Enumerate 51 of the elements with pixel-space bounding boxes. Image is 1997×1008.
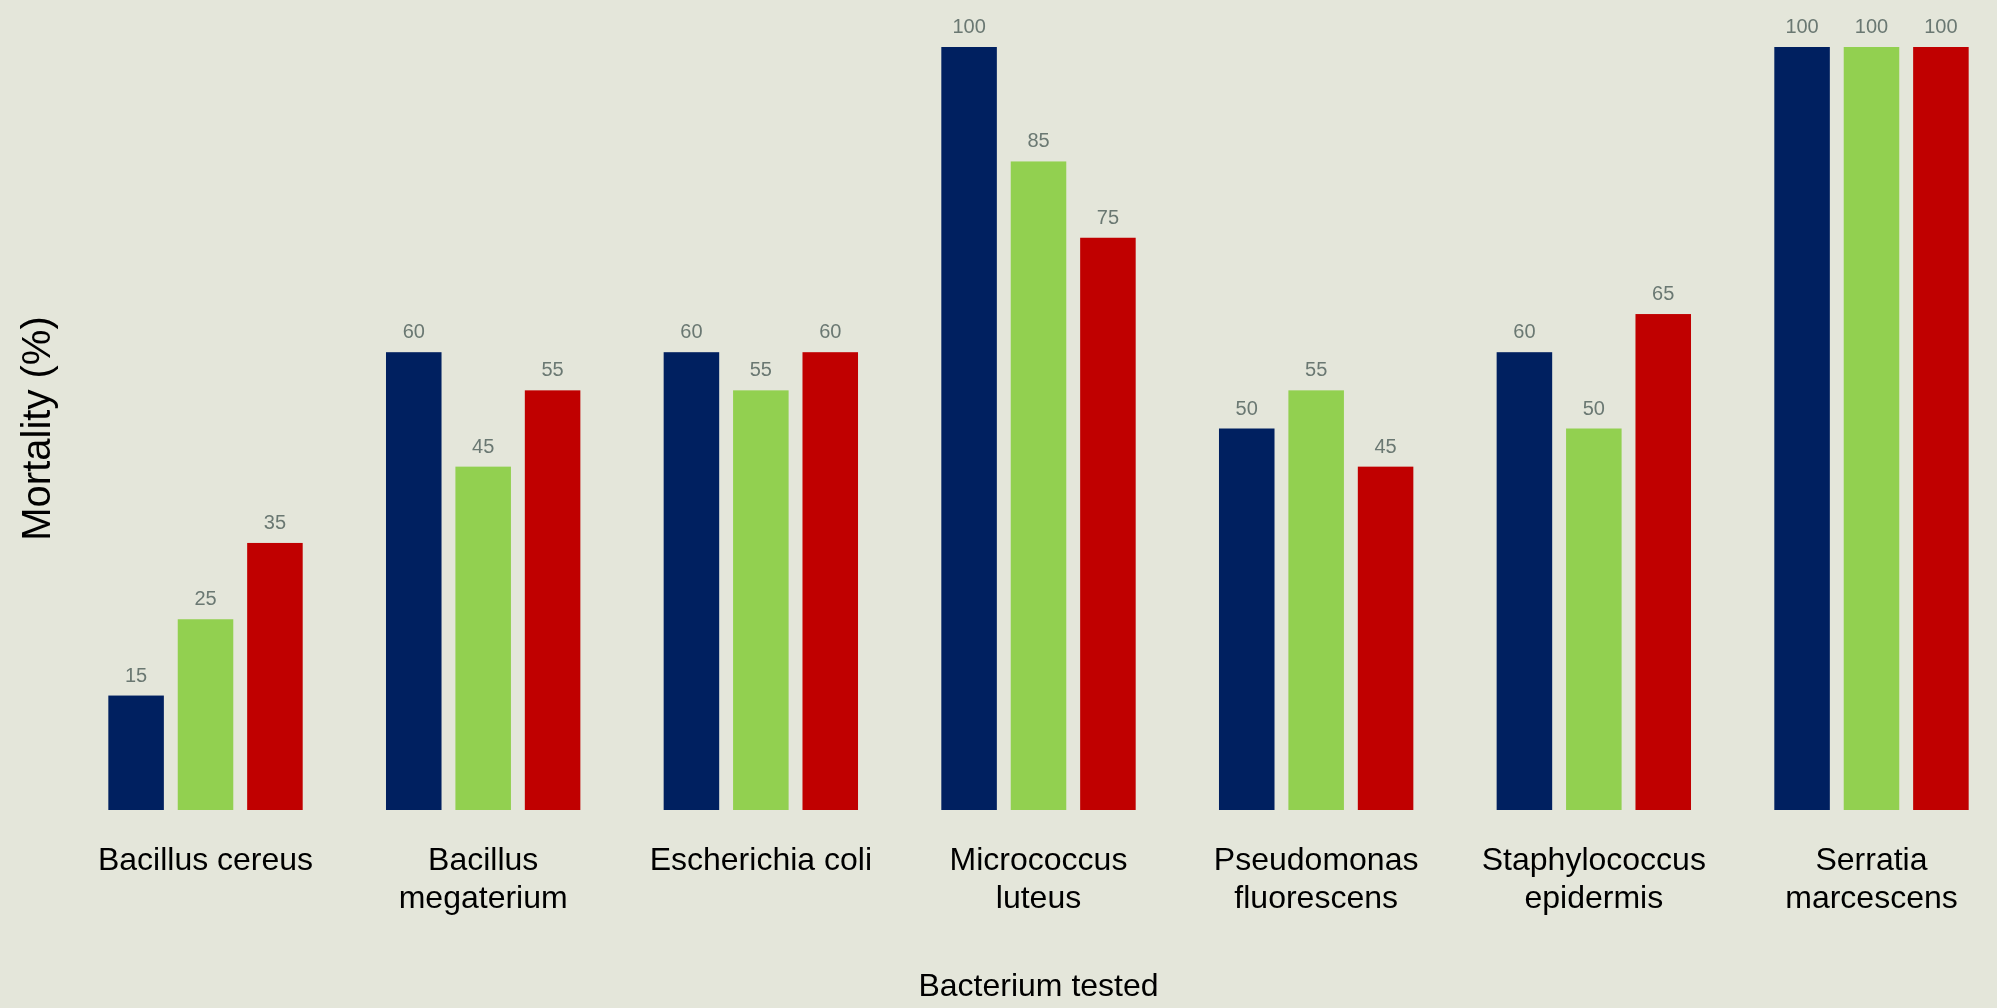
bar xyxy=(1843,47,1900,810)
data-label: 45 xyxy=(1374,434,1397,457)
bar xyxy=(247,542,303,810)
data-label: 50 xyxy=(1582,396,1605,419)
data-label: 45 xyxy=(472,434,495,457)
bar xyxy=(524,390,581,810)
bar xyxy=(1218,428,1275,810)
bar xyxy=(1010,161,1067,810)
data-label: 50 xyxy=(1235,396,1258,419)
bar xyxy=(177,619,234,810)
bar xyxy=(1288,390,1344,810)
data-label: 60 xyxy=(402,320,425,343)
data-label: 60 xyxy=(680,320,703,343)
x-tick-label: Micrococcus luteus xyxy=(949,841,1128,916)
x-tick-label: Bacillus cereus xyxy=(97,841,314,877)
bar xyxy=(733,390,789,810)
data-label: 35 xyxy=(263,510,287,533)
x-tick-label: Pseudomonas fluorescens xyxy=(1213,841,1419,916)
x-tick-label: Escherichia coli xyxy=(649,841,872,877)
bar xyxy=(1080,237,1136,810)
data-label: 55 xyxy=(749,358,772,381)
bar xyxy=(663,352,720,810)
data-label: 75 xyxy=(1096,205,1120,228)
data-label: 100 xyxy=(1854,15,1889,37)
data-label: 60 xyxy=(1513,320,1536,343)
data-label: 65 xyxy=(1652,282,1675,305)
data-label: 100 xyxy=(1924,15,1958,37)
bar xyxy=(1635,314,1691,810)
bar xyxy=(802,352,859,810)
bar xyxy=(385,352,442,810)
bar xyxy=(1566,428,1622,810)
bar xyxy=(941,47,997,810)
x-tick-label: Bacillus megaterium xyxy=(398,841,568,916)
data-label: 85 xyxy=(1027,129,1050,152)
y-axis-title: Mortality (%) xyxy=(14,316,58,541)
bar xyxy=(1357,466,1414,810)
bar xyxy=(1496,352,1553,810)
data-label: 100 xyxy=(952,15,986,37)
bar xyxy=(455,466,511,810)
data-label: 100 xyxy=(1785,15,1819,37)
data-label: 15 xyxy=(124,663,148,686)
x-axis-title: Bacterium tested xyxy=(918,967,1159,1003)
data-label: 55 xyxy=(1305,358,1328,381)
bar xyxy=(1774,47,1830,810)
data-label: 55 xyxy=(541,358,564,381)
x-tick-label: Staphylococcus epidermis xyxy=(1481,841,1706,916)
data-label: 60 xyxy=(819,320,842,343)
bar xyxy=(1913,47,1969,810)
x-tick-label: Serratia marcescens xyxy=(1785,841,1958,916)
data-label: 25 xyxy=(194,587,217,610)
bar xyxy=(108,695,164,810)
